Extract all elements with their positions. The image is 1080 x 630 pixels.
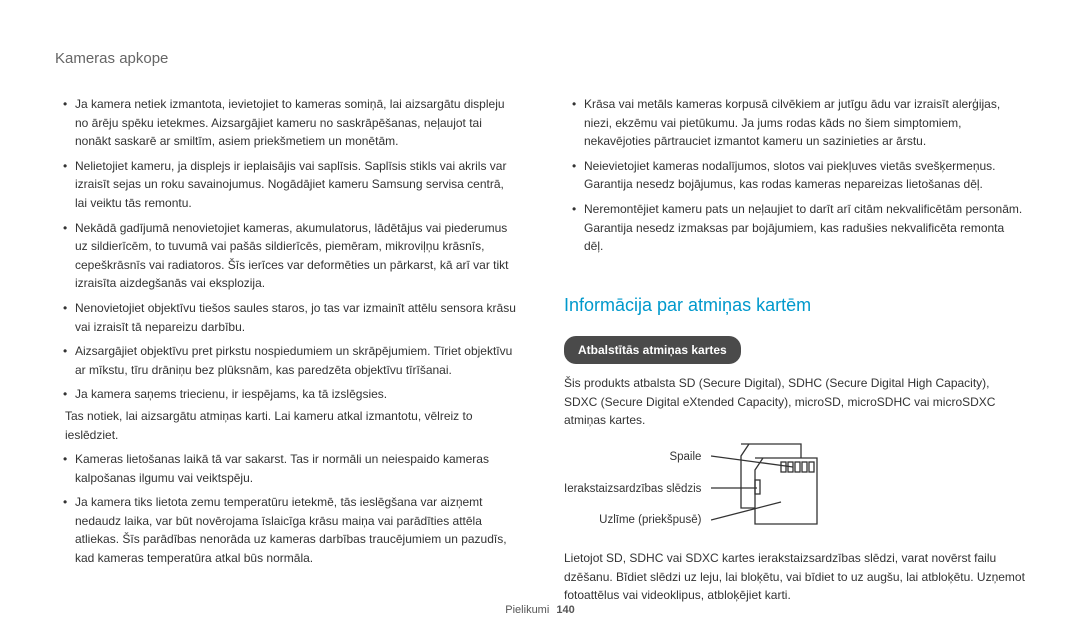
label-front: Uzlīme (priekšpusē): [564, 512, 701, 530]
label-terminal: Spaile: [564, 449, 701, 467]
label-switch: Ierakstaizsardzības slēdzis: [564, 481, 701, 499]
sd-card-figure: Spaile Ierakstaizsardzības slēdzis Uzlīm…: [564, 442, 1025, 537]
footer-page-number: 140: [556, 604, 574, 616]
sd-card-icon: [711, 442, 831, 537]
left-bullet-list: Ja kamera netiek izmantota, ievietojiet …: [55, 95, 516, 404]
usage-text: Lietojot SD, SDHC vai SDXC kartes ieraks…: [564, 549, 1025, 605]
sub-note: Tas notiek, lai aizsargātu atmiņas karti…: [65, 407, 516, 444]
card-labels: Spaile Ierakstaizsardzības slēdzis Uzlīm…: [564, 449, 701, 530]
list-item: Nelietojiet kameru, ja displejs ir iepla…: [65, 157, 516, 213]
list-item: Nekādā gadījumā nenovietojiet kameras, a…: [65, 219, 516, 293]
section-heading: Informācija par atmiņas kartēm: [564, 292, 1025, 320]
list-item: Neremontējiet kameru pats un neļaujiet t…: [574, 200, 1025, 256]
right-bullet-list: Krāsa vai metāls kameras korpusā cilvēki…: [564, 95, 1025, 256]
content-columns: Ja kamera netiek izmantota, ievietojiet …: [55, 95, 1025, 605]
list-item: Nenovietojiet objektīvu tiešos saules st…: [65, 299, 516, 336]
list-item: Ja kamera saņems triecienu, ir iespējams…: [65, 385, 516, 404]
list-item: Aizsargājiet objektīvu pret pirkstu nosp…: [65, 342, 516, 379]
footer-section: Pielikumi: [505, 604, 549, 616]
left-column: Ja kamera netiek izmantota, ievietojiet …: [55, 95, 516, 605]
list-item: Neievietojiet kameras nodalījumos, sloto…: [574, 157, 1025, 194]
subsection-pill: Atbalstītās atmiņas kartes: [564, 336, 741, 365]
list-item: Krāsa vai metāls kameras korpusā cilvēki…: [574, 95, 1025, 151]
supported-text: Šis produkts atbalsta SD (Secure Digital…: [564, 374, 1025, 430]
list-item: Kameras lietošanas laikā tā var sakarst.…: [65, 450, 516, 487]
header-title: Kameras apkope: [55, 50, 168, 67]
right-column: Krāsa vai metāls kameras korpusā cilvēki…: [564, 95, 1025, 605]
list-item: Ja kamera netiek izmantota, ievietojiet …: [65, 95, 516, 151]
list-item: Ja kamera tiks lietota zemu temperatūru …: [65, 493, 516, 567]
left-bullet-list-2: Kameras lietošanas laikā tā var sakarst.…: [55, 450, 516, 568]
page-footer: Pielikumi 140: [0, 604, 1080, 616]
page-header: Kameras apkope: [55, 50, 1025, 67]
